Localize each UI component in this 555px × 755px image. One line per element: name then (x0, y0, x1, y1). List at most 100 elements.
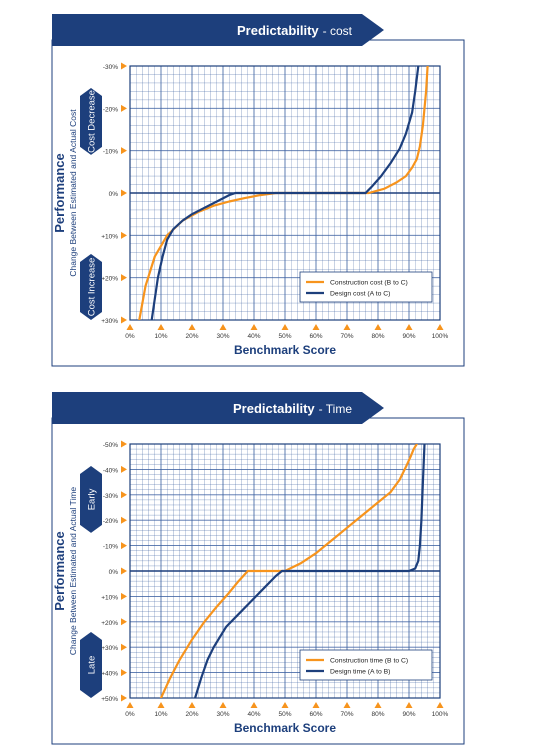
cost-band-bottom (80, 253, 102, 320)
x-tick-label: 80% (371, 711, 384, 718)
y-tick-marker (121, 592, 127, 600)
x-tick-marker (250, 324, 258, 330)
cost-series-group (138, 66, 429, 320)
x-tick-label: 0% (125, 333, 135, 340)
cost-y-axis-title: Performance (52, 153, 67, 232)
y-tick-label: 0% (109, 569, 119, 576)
y-tick-marker (121, 516, 127, 524)
x-tick-label: 10% (154, 711, 167, 718)
time-chart-title: Predictability - Time (233, 401, 352, 416)
legend-label: Design time (A to B) (330, 669, 390, 676)
time-band-bottom (80, 631, 102, 698)
x-tick-marker (405, 324, 413, 330)
y-tick-label: -10% (103, 544, 118, 551)
y-tick-label: 0% (109, 191, 119, 198)
x-tick-marker (219, 324, 227, 330)
y-tick-marker (121, 147, 127, 155)
y-tick-label: -30% (103, 64, 118, 71)
y-tick-label: +30% (101, 645, 118, 652)
x-tick-label: 70% (340, 333, 353, 340)
cost-chart-panel: Predictability - cost -30% -20% -10% 0% +10% +2… (0, 0, 555, 372)
x-tick-marker (343, 324, 351, 330)
y-tick-label: +30% (101, 318, 118, 325)
y-tick-label: +40% (101, 671, 118, 678)
cost-band-top (80, 88, 102, 155)
x-tick-label: 0% (125, 711, 135, 718)
cost-chart: Predictability - cost -30% -20% -10% 0% +10% +2… (51, 14, 465, 367)
cost-title-banner (52, 14, 384, 46)
y-tick-marker (121, 694, 127, 702)
x-tick-marker (312, 702, 320, 708)
y-tick-label: -10% (103, 149, 118, 156)
y-tick-marker (121, 104, 127, 112)
x-tick-marker (343, 702, 351, 708)
x-tick-marker (436, 702, 444, 708)
y-tick-marker (121, 189, 127, 197)
time-chart-panel: Predictability - Time -50% -40% -30% -20% -10%… (0, 378, 555, 750)
x-tick-label: 30% (216, 711, 229, 718)
legend-label: Design cost (A to C) (330, 291, 390, 298)
time-band-label-bottom: Late (87, 656, 98, 675)
cost-title-main: Predictability (237, 23, 319, 38)
x-tick-marker (126, 324, 134, 330)
y-tick-marker (121, 491, 127, 499)
x-tick-label: 30% (216, 333, 229, 340)
series-line-1 (159, 444, 418, 698)
time-band-top (80, 466, 102, 533)
y-tick-marker (121, 669, 127, 677)
x-tick-marker (126, 702, 134, 708)
y-tick-marker (121, 231, 127, 239)
y-tick-label: +10% (101, 594, 118, 601)
x-tick-label: 60% (309, 333, 322, 340)
y-tick-label: -40% (103, 467, 118, 474)
x-tick-marker (188, 702, 196, 708)
y-tick-marker (121, 440, 127, 448)
series-line-2 (150, 66, 420, 320)
x-tick-label: 60% (309, 711, 322, 718)
cost-legend (299, 271, 433, 303)
y-tick-label: -30% (103, 493, 118, 500)
time-band-label-top: Early (87, 488, 98, 510)
x-tick-marker (281, 324, 289, 330)
time-x-axis-label: Benchmark Score (234, 721, 336, 735)
x-tick-marker (188, 324, 196, 330)
time-series-group (159, 444, 426, 698)
time-y-axis-subtitle: Change Between Estimated and Actual Time (68, 487, 78, 655)
cost-chart-title: Predictability - cost (237, 23, 353, 38)
x-tick-label: 40% (247, 711, 260, 718)
y-tick-marker (121, 567, 127, 575)
y-tick-marker (121, 465, 127, 473)
x-tick-label: 70% (340, 711, 353, 718)
x-tick-label: 90% (402, 711, 415, 718)
time-chart: Predictability - Time -50% -40% -30% -20% -10%… (51, 392, 465, 745)
x-tick-marker (250, 702, 258, 708)
x-tick-marker (312, 324, 320, 330)
cost-x-axis-label: Benchmark Score (234, 343, 336, 357)
cost-band-label-top: Cost Decrease (87, 90, 98, 153)
x-tick-label: 100% (432, 333, 449, 340)
time-y-axis-title: Performance (52, 531, 67, 610)
cost-y-axis-subtitle: Change Between Estimated and Actual Cost (68, 109, 78, 277)
y-tick-marker (121, 542, 127, 550)
time-title-sub: - Time (319, 402, 353, 416)
series-line-2 (194, 444, 426, 698)
x-tick-label: 40% (247, 333, 260, 340)
x-tick-label: 20% (185, 333, 198, 340)
legend-label: Construction time (B to C) (330, 658, 408, 665)
legend-label: Construction cost (B to C) (330, 280, 408, 287)
y-tick-label: +20% (101, 276, 118, 283)
time-title-banner (52, 392, 384, 424)
y-tick-marker (121, 316, 127, 324)
x-tick-marker (157, 702, 165, 708)
y-tick-label: +10% (101, 233, 118, 240)
cost-band-label-bottom: Cost Increase (87, 258, 98, 317)
y-tick-label: +50% (101, 696, 118, 703)
y-tick-label: -50% (103, 442, 118, 449)
x-tick-marker (436, 324, 444, 330)
x-tick-marker (405, 702, 413, 708)
time-title-main: Predictability (233, 401, 315, 416)
y-tick-marker (121, 643, 127, 651)
x-tick-label: 10% (154, 333, 167, 340)
y-tick-label: -20% (103, 106, 118, 113)
x-tick-marker (281, 702, 289, 708)
